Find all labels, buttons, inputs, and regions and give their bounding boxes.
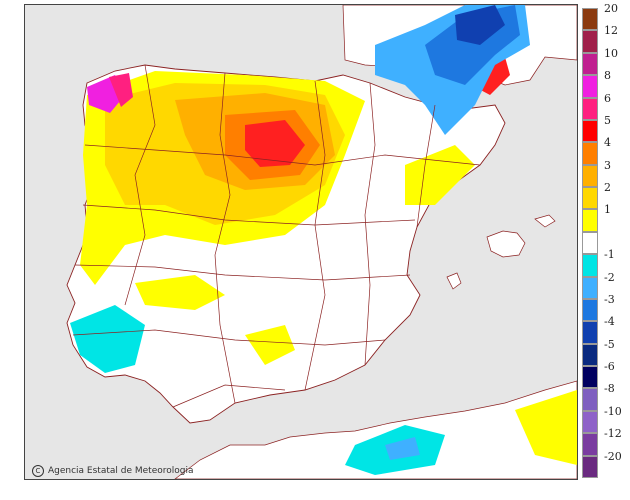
anomaly-yellow-northeast — [405, 145, 475, 205]
legend-swatch — [582, 231, 598, 255]
legend-swatch — [582, 388, 598, 411]
legend-label: -2 — [604, 270, 615, 284]
anomaly-cyan-southwest — [70, 305, 145, 373]
legend-swatch — [582, 276, 598, 299]
anomaly-map — [24, 4, 578, 480]
legend-row: 4 — [582, 136, 628, 165]
legend-row: 5 — [582, 114, 628, 143]
anomaly-yellow-africa — [515, 390, 577, 465]
legend-label: 6 — [604, 91, 611, 105]
legend-swatch — [582, 8, 598, 31]
legend-row: -3 — [582, 293, 628, 322]
legend-label: 8 — [604, 69, 611, 83]
legend-label: -20 — [604, 449, 622, 463]
legend-row: 12 — [582, 24, 628, 53]
legend-row: 2 — [582, 181, 628, 210]
ibiza-island — [446, 272, 462, 290]
legend-swatch — [582, 343, 598, 367]
legend-swatch — [582, 366, 598, 389]
legend-label: 3 — [604, 158, 611, 172]
legend-swatch — [582, 321, 598, 344]
legend-row: -4 — [582, 315, 628, 344]
legend-label: 5 — [604, 113, 611, 127]
legend-label: -5 — [604, 337, 615, 351]
legend-label: 12 — [604, 24, 618, 38]
anomaly-5-castilla — [245, 120, 305, 167]
legend-row: -20 — [582, 450, 628, 479]
legend-swatch — [582, 455, 598, 478]
legend-row: -1 — [582, 248, 628, 277]
legend-row — [582, 231, 628, 255]
anomaly-yellow-south — [245, 325, 295, 365]
credit-text: Agencia Estatal de Meteorologia — [48, 466, 194, 476]
legend-row: -2 — [582, 271, 628, 300]
legend-label: -3 — [604, 292, 615, 306]
legend-row: 10 — [582, 47, 628, 76]
legend-label: 2 — [604, 181, 611, 195]
legend-swatch — [582, 254, 598, 277]
legend-label: -1 — [604, 248, 615, 262]
legend-swatch — [582, 52, 598, 76]
credit-line: C Agencia Estatal de Meteorologia — [32, 465, 194, 477]
anomaly-yellow-central — [135, 275, 225, 310]
anomaly-darkblue-pyrenees — [455, 5, 505, 45]
legend-label: -10 — [604, 404, 622, 418]
mallorca-island — [486, 230, 526, 258]
anomaly-6-galicia — [109, 73, 133, 107]
legend-swatch — [582, 119, 598, 143]
legend-label: 1 — [604, 203, 611, 217]
africa-land — [174, 380, 577, 479]
legend-row: 20 — [582, 2, 628, 31]
legend-swatch — [582, 187, 598, 210]
color-legend: 20 12 10 8 6 5 4 3 2 1 -1 -2 -3 -4 -5 -6 -8 -10 -12 -20 — [582, 2, 628, 479]
legend-label: 10 — [604, 46, 618, 60]
legend-row: -12 — [582, 427, 628, 456]
legend-label: -12 — [604, 427, 622, 441]
legend-swatch — [582, 142, 598, 165]
legend-label: 20 — [604, 2, 618, 15]
legend-swatch — [582, 410, 598, 434]
legend-row: -5 — [582, 338, 628, 367]
anomaly-blue-strait — [385, 437, 420, 460]
legend-label: 4 — [604, 136, 611, 150]
legend-row: 6 — [582, 92, 628, 121]
legend-label: -6 — [604, 360, 615, 374]
legend-label: -8 — [604, 382, 615, 396]
legend-row: -10 — [582, 405, 628, 434]
legend-swatch — [582, 75, 598, 98]
legend-row: -6 — [582, 360, 628, 389]
legend-swatch — [582, 209, 598, 232]
legend-row: 1 — [582, 203, 628, 232]
legend-row: -8 — [582, 382, 628, 411]
legend-swatch — [582, 30, 598, 53]
legend-swatch — [582, 298, 598, 322]
legend-swatch — [582, 164, 598, 188]
legend-swatch — [582, 97, 598, 120]
legend-row: 8 — [582, 69, 628, 98]
legend-row: 3 — [582, 159, 628, 188]
copyright-icon: C — [32, 465, 44, 477]
legend-label: -4 — [604, 315, 615, 329]
legend-swatch — [582, 433, 598, 456]
menorca-island — [534, 214, 556, 228]
province-borders — [72, 64, 481, 408]
